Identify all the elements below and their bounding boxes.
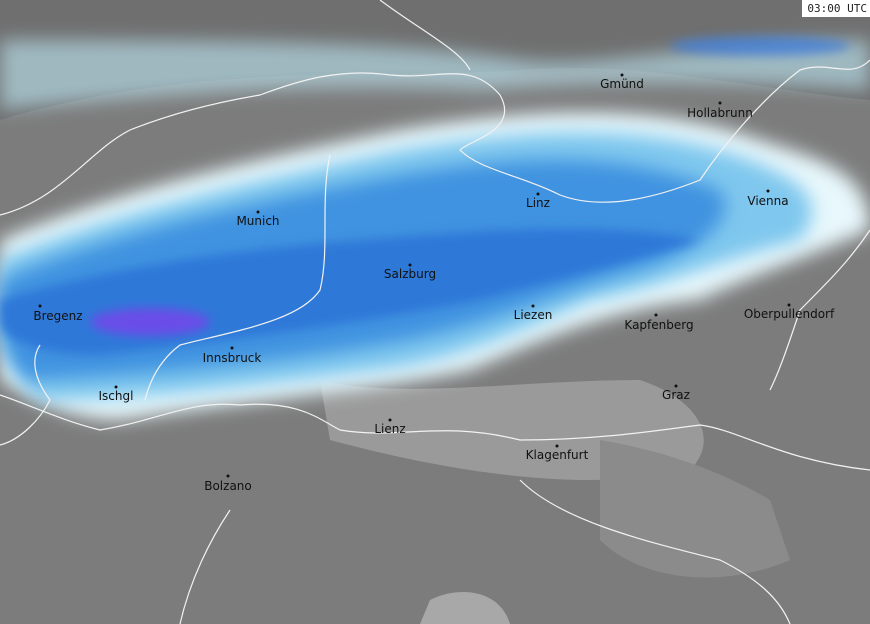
city-label: Oberpullendorf [744,307,835,321]
city-label: Kapfenberg [624,318,693,332]
city-dot [38,304,42,308]
city-label: Liezen [514,308,553,322]
city-label: Lienz [374,422,405,436]
city-dot [555,444,559,448]
city-dot [654,313,658,317]
timestamp: 03:00 UTC [807,2,867,15]
city-label: Innsbruck [203,351,262,365]
city-dot [230,346,234,350]
city-label: Bregenz [33,309,82,323]
city-dot [674,384,678,388]
city-dot [766,189,770,193]
city-dot [226,474,230,478]
city-dot [388,418,392,422]
city-label: Gmünd [600,77,644,91]
city-label: Bolzano [204,479,252,493]
city-label: Klagenfurt [526,448,589,462]
time-box [802,0,870,17]
city-dot [787,303,791,307]
city-dot [114,385,118,389]
city-label: Ischgl [99,389,134,403]
city-dot [531,304,535,308]
city-label: Vienna [747,194,788,208]
city-dot [620,73,624,77]
city-dot [536,192,540,196]
city-label: Hollabrunn [687,106,753,120]
city-label: Linz [526,196,550,210]
city-dot [408,263,412,267]
city-label: Munich [236,214,279,228]
city-dot [256,210,260,214]
city-dot [718,101,722,105]
cities: Gmünd Hollabrunn Munich Linz Vienna Salz… [33,73,835,493]
city-label: Graz [662,388,690,402]
city-label: Salzburg [384,267,436,281]
